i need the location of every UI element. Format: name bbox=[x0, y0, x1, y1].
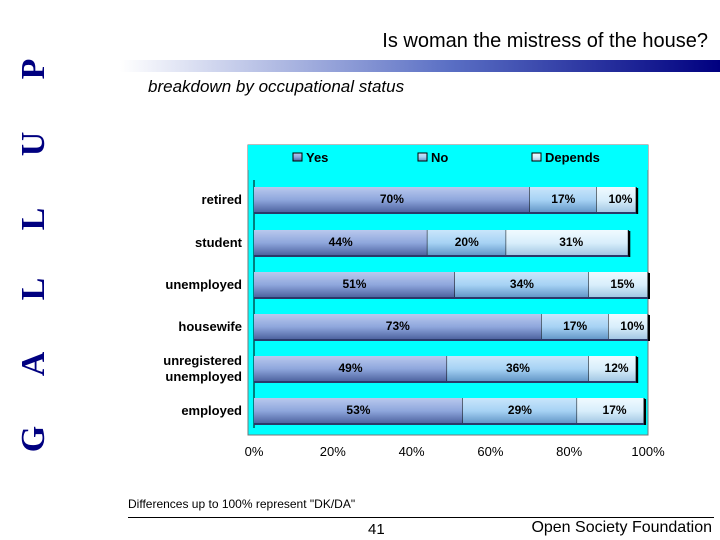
x-tick-label: 20% bbox=[320, 444, 346, 459]
data-label: 70% bbox=[380, 192, 404, 206]
organization-name: Open Society Foundation bbox=[531, 519, 712, 536]
bar-segment bbox=[254, 356, 448, 382]
page-title: Is woman the mistress of the house? bbox=[382, 30, 708, 52]
data-label: 29% bbox=[508, 403, 532, 417]
bar-segment bbox=[577, 398, 645, 424]
bar-segment bbox=[254, 230, 428, 256]
data-label: 31% bbox=[559, 235, 583, 249]
x-tick-label: 60% bbox=[477, 444, 503, 459]
bar-segment bbox=[454, 272, 589, 298]
page-subtitle: breakdown by occupational status bbox=[148, 77, 405, 96]
data-label: 51% bbox=[342, 277, 366, 291]
footnote: Differences up to 100% represent "DK/DA" bbox=[128, 497, 356, 511]
data-label: 10% bbox=[620, 319, 644, 333]
legend-swatch bbox=[531, 152, 542, 162]
bar-segment bbox=[254, 187, 530, 213]
legend-label: Yes bbox=[306, 150, 328, 165]
legend-area bbox=[248, 145, 648, 170]
category-label: unemployed bbox=[165, 277, 242, 292]
legend-label: No bbox=[431, 150, 448, 165]
bar-segment bbox=[254, 272, 455, 298]
title-rule bbox=[120, 60, 720, 72]
category-label: unregistered bbox=[163, 353, 242, 368]
legend-swatch bbox=[417, 152, 428, 162]
x-tick-label: 100% bbox=[631, 444, 665, 459]
data-label: 17% bbox=[603, 403, 627, 417]
page-number: 41 bbox=[368, 521, 385, 538]
bar-segment bbox=[596, 187, 637, 213]
category-label: student bbox=[195, 235, 243, 250]
bar-segment bbox=[506, 230, 629, 256]
x-tick-label: 0% bbox=[245, 444, 264, 459]
data-label: 17% bbox=[551, 192, 575, 206]
x-tick-label: 80% bbox=[556, 444, 582, 459]
data-label: 10% bbox=[608, 192, 632, 206]
legend-swatch bbox=[292, 152, 303, 162]
data-label: 17% bbox=[563, 319, 587, 333]
category-label: housewife bbox=[178, 319, 242, 334]
data-label: 49% bbox=[339, 361, 363, 375]
category-label: retired bbox=[202, 192, 243, 207]
data-label: 15% bbox=[610, 277, 634, 291]
bar-segment bbox=[447, 356, 589, 382]
x-tick-label: 40% bbox=[399, 444, 425, 459]
bar-segment bbox=[588, 356, 637, 382]
data-label: 53% bbox=[346, 403, 370, 417]
data-label: 36% bbox=[506, 361, 530, 375]
bar-segment bbox=[588, 272, 648, 298]
bar-segment bbox=[541, 314, 609, 340]
bar-segment bbox=[529, 187, 597, 213]
category-label: unemployed bbox=[165, 369, 242, 384]
data-label: 12% bbox=[605, 361, 629, 375]
bar-segment bbox=[462, 398, 578, 424]
bar-segment bbox=[427, 230, 507, 256]
data-label: 20% bbox=[455, 235, 479, 249]
bar-segment bbox=[254, 398, 463, 424]
bar-segment bbox=[254, 314, 542, 340]
data-label: 34% bbox=[510, 277, 534, 291]
data-label: 73% bbox=[386, 319, 410, 333]
legend-label: Depends bbox=[545, 150, 600, 165]
data-label: 44% bbox=[329, 235, 353, 249]
category-label: employed bbox=[181, 403, 242, 418]
footer-rule bbox=[128, 517, 714, 518]
bar-segment bbox=[608, 314, 648, 340]
